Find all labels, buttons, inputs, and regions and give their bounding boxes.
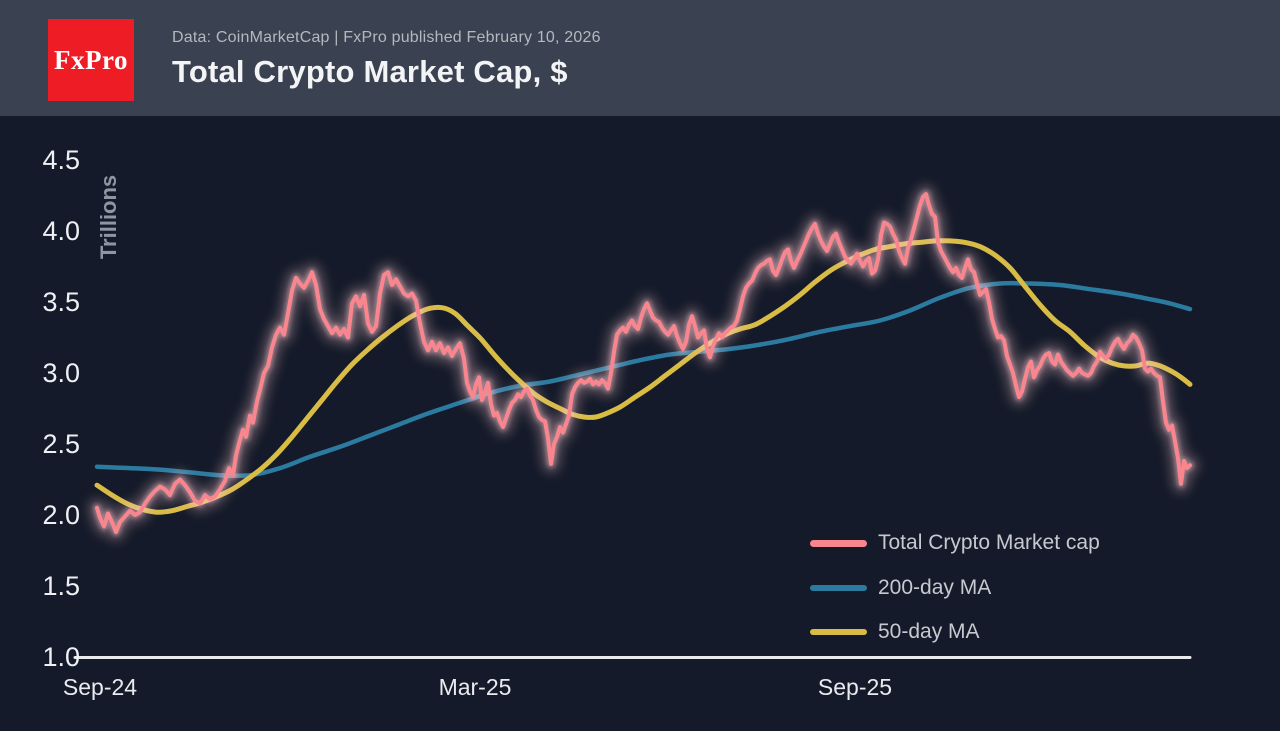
x-tick-mar-25: Mar-25 [438, 674, 512, 700]
series-line-50-day-ma [94, 238, 1193, 515]
y-tick-3.5: 3.5 [42, 287, 80, 317]
y-tick-4.0: 4.0 [42, 216, 80, 246]
y-tick-2.5: 2.5 [42, 429, 80, 459]
page-title: Total Crypto Market Cap, $ [172, 54, 568, 89]
legend-label-200-day-ma: 200-day MA [878, 576, 992, 599]
y-tick-3.0: 3.0 [42, 358, 80, 388]
legend-swatch-total-crypto-market-cap [810, 539, 867, 547]
legend-item-200-day-ma: 200-day MA [810, 572, 991, 604]
fxpro-logo: FxPro [48, 19, 134, 101]
legend-swatch-200-day-ma [810, 585, 867, 591]
legend-swatch-50-day-ma [810, 629, 867, 635]
series-line-total-crypto-market-cap [95, 192, 1192, 534]
y-tick-4.5: 4.5 [42, 145, 80, 175]
legend-label-50-day-ma: 50-day MA [878, 620, 980, 643]
y-tick-1.5: 1.5 [42, 571, 80, 601]
x-tick-sep-24: Sep-24 [62, 674, 138, 700]
y-tick-2.0: 2.0 [42, 500, 80, 530]
y-tick-1.0: 1.0 [42, 642, 80, 672]
header-text: Data: CoinMarketCap | FxPro published Fe… [172, 29, 601, 90]
x-tick-sep-25: Sep-25 [817, 674, 893, 700]
y-axis-title: Trillions [96, 174, 121, 260]
legend-item-total-crypto-market-cap: Total Crypto Market cap [810, 527, 1100, 559]
legend-item-50-day-ma: 50-day MA [810, 616, 980, 648]
series-line-200-day-ma [94, 280, 1193, 479]
header: FxPro Data: CoinMarketCap | FxPro publis… [0, 0, 1280, 116]
legend-label-total-crypto-market-cap: Total Crypto Market cap [878, 531, 1100, 554]
fxpro-logo-text: FxPro [54, 44, 128, 75]
data-source-note: Data: CoinMarketCap | FxPro published Fe… [172, 29, 601, 46]
